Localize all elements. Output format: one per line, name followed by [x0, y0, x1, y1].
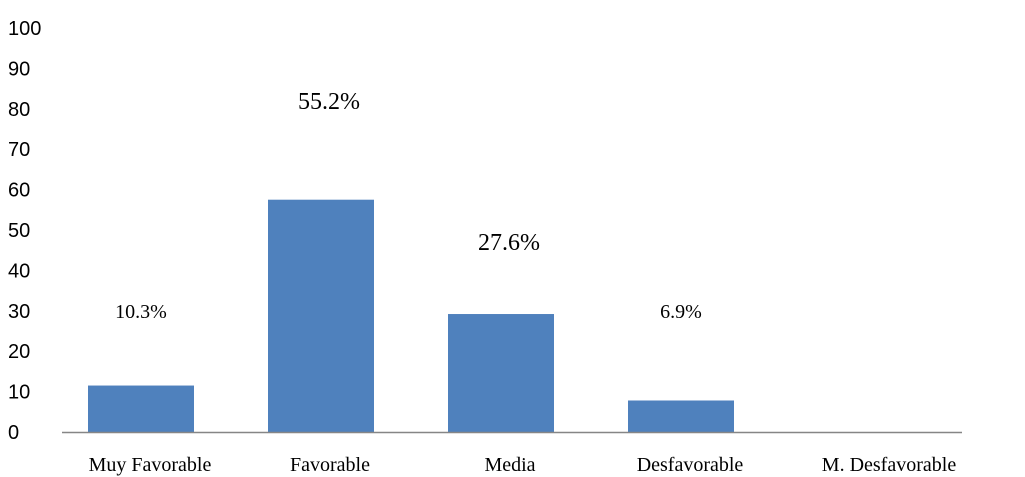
y-tick-label: 30: [8, 301, 30, 323]
y-tick-label: 50: [8, 220, 30, 242]
data-label: 6.9%: [660, 301, 702, 323]
y-tick-label: 80: [8, 99, 30, 121]
bar: [628, 400, 734, 432]
y-tick-label: 90: [8, 58, 30, 80]
y-tick-label: 100: [8, 18, 41, 40]
data-labels: 10.3% 55.2% 27.6% 6.9%: [115, 89, 702, 323]
y-tick-label: 0: [8, 422, 19, 444]
y-tick-label: 20: [8, 341, 30, 363]
y-tick-label: 60: [8, 180, 30, 202]
bar: [88, 385, 194, 432]
bars: [88, 199, 734, 432]
y-axis-ticks: 0 10 20 30 40 50 60 70 80 90 100: [8, 18, 41, 444]
x-tick-label: M. Desfavorable: [822, 454, 957, 476]
x-tick-label: Media: [484, 454, 535, 476]
bar: [268, 199, 374, 432]
x-tick-label: Desfavorable: [637, 454, 744, 476]
data-label: 55.2%: [298, 89, 360, 115]
y-tick-label: 70: [8, 139, 30, 161]
x-tick-label: Favorable: [290, 454, 370, 476]
data-label: 10.3%: [115, 301, 167, 323]
data-label: 27.6%: [478, 230, 540, 256]
bar: [448, 314, 554, 432]
y-tick-label: 10: [8, 382, 30, 404]
x-axis-ticks: Muy Favorable Favorable Media Desfavorable M…: [89, 454, 957, 476]
y-tick-label: 40: [8, 260, 30, 282]
x-tick-label: Muy Favorable: [89, 454, 212, 476]
